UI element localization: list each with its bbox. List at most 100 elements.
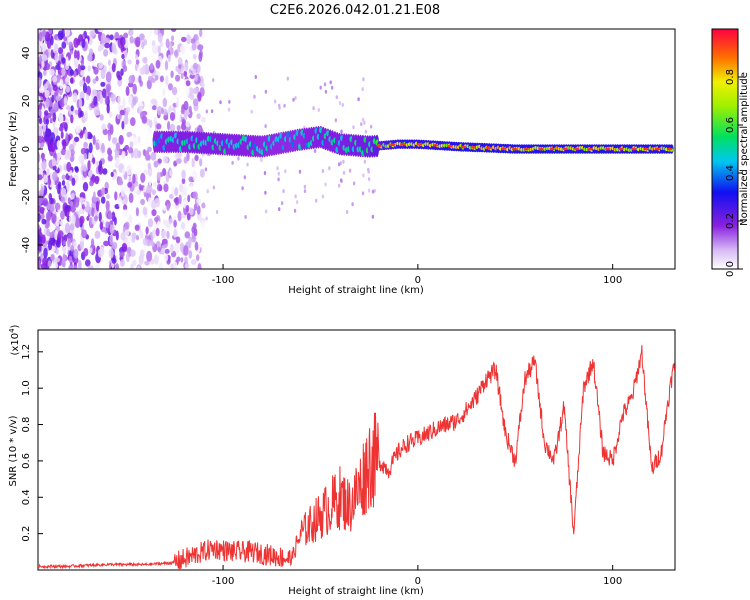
heatmap-cell bbox=[63, 36, 68, 42]
heatmap-cell bbox=[237, 156, 240, 161]
heatmap-cell bbox=[109, 34, 114, 41]
heatmap-cell bbox=[65, 207, 70, 218]
heatmap-cell bbox=[153, 254, 159, 265]
heatmap-cell bbox=[88, 133, 93, 139]
snr-y-tick-label: 0.2 bbox=[21, 526, 32, 542]
heatmap-cell bbox=[62, 246, 68, 255]
heatmap-cell bbox=[188, 250, 193, 259]
heatmap-cell bbox=[65, 132, 69, 143]
heatmap-cell bbox=[162, 97, 167, 108]
heatmap-cell bbox=[192, 62, 199, 70]
heatmap-cell bbox=[58, 47, 63, 55]
heatmap-cell bbox=[54, 257, 60, 263]
heatmap-cell bbox=[77, 63, 81, 74]
heatmap-cell bbox=[210, 109, 214, 114]
heatmap-cell bbox=[120, 232, 126, 241]
heatmap-cell bbox=[66, 181, 70, 192]
heatmap-cell bbox=[167, 54, 171, 63]
heatmap-cell bbox=[180, 108, 185, 115]
heatmap-cell bbox=[49, 197, 54, 205]
heatmap-cell bbox=[574, 147, 580, 151]
heatmap-cell bbox=[43, 247, 48, 259]
heatmap-cell bbox=[486, 146, 492, 150]
heatmap-cell bbox=[390, 143, 396, 146]
heatmap-cell bbox=[48, 68, 55, 76]
heatmap-cell bbox=[117, 180, 124, 186]
heatmap-cell bbox=[191, 157, 195, 168]
heatmap-cell bbox=[184, 256, 188, 264]
heatmap-cell bbox=[184, 85, 190, 97]
heatmap-cell bbox=[73, 248, 79, 259]
heatmap-cell bbox=[189, 207, 194, 216]
heatmap-cell bbox=[71, 177, 76, 186]
heatmap-cell bbox=[95, 200, 100, 212]
heatmap-cell bbox=[104, 37, 111, 44]
heatmap-cell bbox=[59, 220, 64, 226]
heatmap-cell bbox=[72, 70, 77, 77]
heatmap-cell bbox=[157, 220, 161, 230]
heatmap-cell bbox=[93, 95, 98, 106]
heatmap-cell bbox=[45, 211, 52, 221]
heatmap-cell bbox=[324, 182, 327, 187]
heatmap-cell bbox=[83, 247, 89, 257]
heatmap-cell bbox=[183, 245, 189, 257]
heatmap-cell bbox=[127, 181, 133, 188]
heatmap-cell bbox=[54, 103, 58, 111]
heatmap-cell bbox=[140, 198, 146, 206]
heatmap-cell bbox=[42, 197, 49, 207]
heatmap-cell bbox=[100, 68, 106, 80]
heatmap-cell bbox=[81, 39, 86, 49]
heatmap-cell bbox=[339, 178, 343, 183]
heatmap-cell bbox=[95, 75, 99, 82]
heatmap-cell bbox=[76, 50, 80, 61]
heatmap-cell bbox=[92, 157, 96, 165]
heatmap-cell bbox=[175, 74, 181, 82]
heatmap-cell bbox=[194, 241, 199, 251]
heatmap-cell bbox=[170, 243, 174, 254]
snr-x-tick-label: 0 bbox=[415, 576, 421, 587]
heatmap-cell bbox=[184, 263, 190, 269]
heatmap-cell bbox=[162, 219, 168, 226]
heatmap-cell bbox=[191, 42, 197, 51]
heatmap-cell bbox=[512, 147, 517, 151]
heatmap-cell bbox=[63, 96, 68, 106]
heatmap-cell bbox=[153, 160, 159, 168]
heatmap-cell bbox=[85, 75, 91, 84]
heatmap-cell bbox=[74, 109, 79, 115]
heatmap-cell bbox=[171, 29, 177, 33]
heatmap-cell bbox=[81, 203, 85, 210]
heatmap-cell bbox=[141, 41, 145, 50]
colorbar-tick-label: 0.2 bbox=[725, 213, 736, 229]
heatmap-cell bbox=[321, 194, 325, 199]
heatmap-cell bbox=[80, 147, 87, 155]
heatmap-cell bbox=[150, 151, 157, 161]
heatmap-cell bbox=[70, 114, 74, 124]
heatmap-cell bbox=[538, 147, 544, 151]
heatmap-cell bbox=[361, 191, 365, 196]
colorbar-tick-label: 0.8 bbox=[725, 69, 736, 85]
heatmap-cell bbox=[108, 248, 114, 259]
heatmap-cell bbox=[400, 142, 406, 146]
heatmap-cell bbox=[41, 54, 48, 62]
heatmap-cell bbox=[170, 35, 175, 42]
heatmap-cell bbox=[338, 101, 342, 106]
heatmap-cell bbox=[138, 75, 142, 84]
heatmap-cell bbox=[64, 76, 70, 84]
heatmap-cell bbox=[132, 83, 137, 95]
heatmap-cell bbox=[276, 166, 279, 171]
heatmap-cell bbox=[46, 168, 50, 177]
heatmap-cell bbox=[144, 63, 150, 75]
heatmap-cell bbox=[38, 234, 41, 245]
heatmap-cell bbox=[330, 85, 334, 90]
heatmap-cell bbox=[149, 62, 154, 71]
heatmap-cell bbox=[154, 74, 159, 81]
heatmap-cell bbox=[128, 29, 134, 36]
heatmap-cell bbox=[173, 228, 178, 238]
heatmap-cell bbox=[61, 174, 66, 180]
heatmap-cell bbox=[49, 236, 55, 246]
heatmap-cell bbox=[132, 138, 139, 146]
heatmap-cell bbox=[643, 147, 649, 151]
snr-y-multiplier: (x104) bbox=[8, 324, 21, 355]
heatmap-cell bbox=[61, 57, 66, 64]
heat-y-tick-label: -40 bbox=[21, 237, 32, 253]
